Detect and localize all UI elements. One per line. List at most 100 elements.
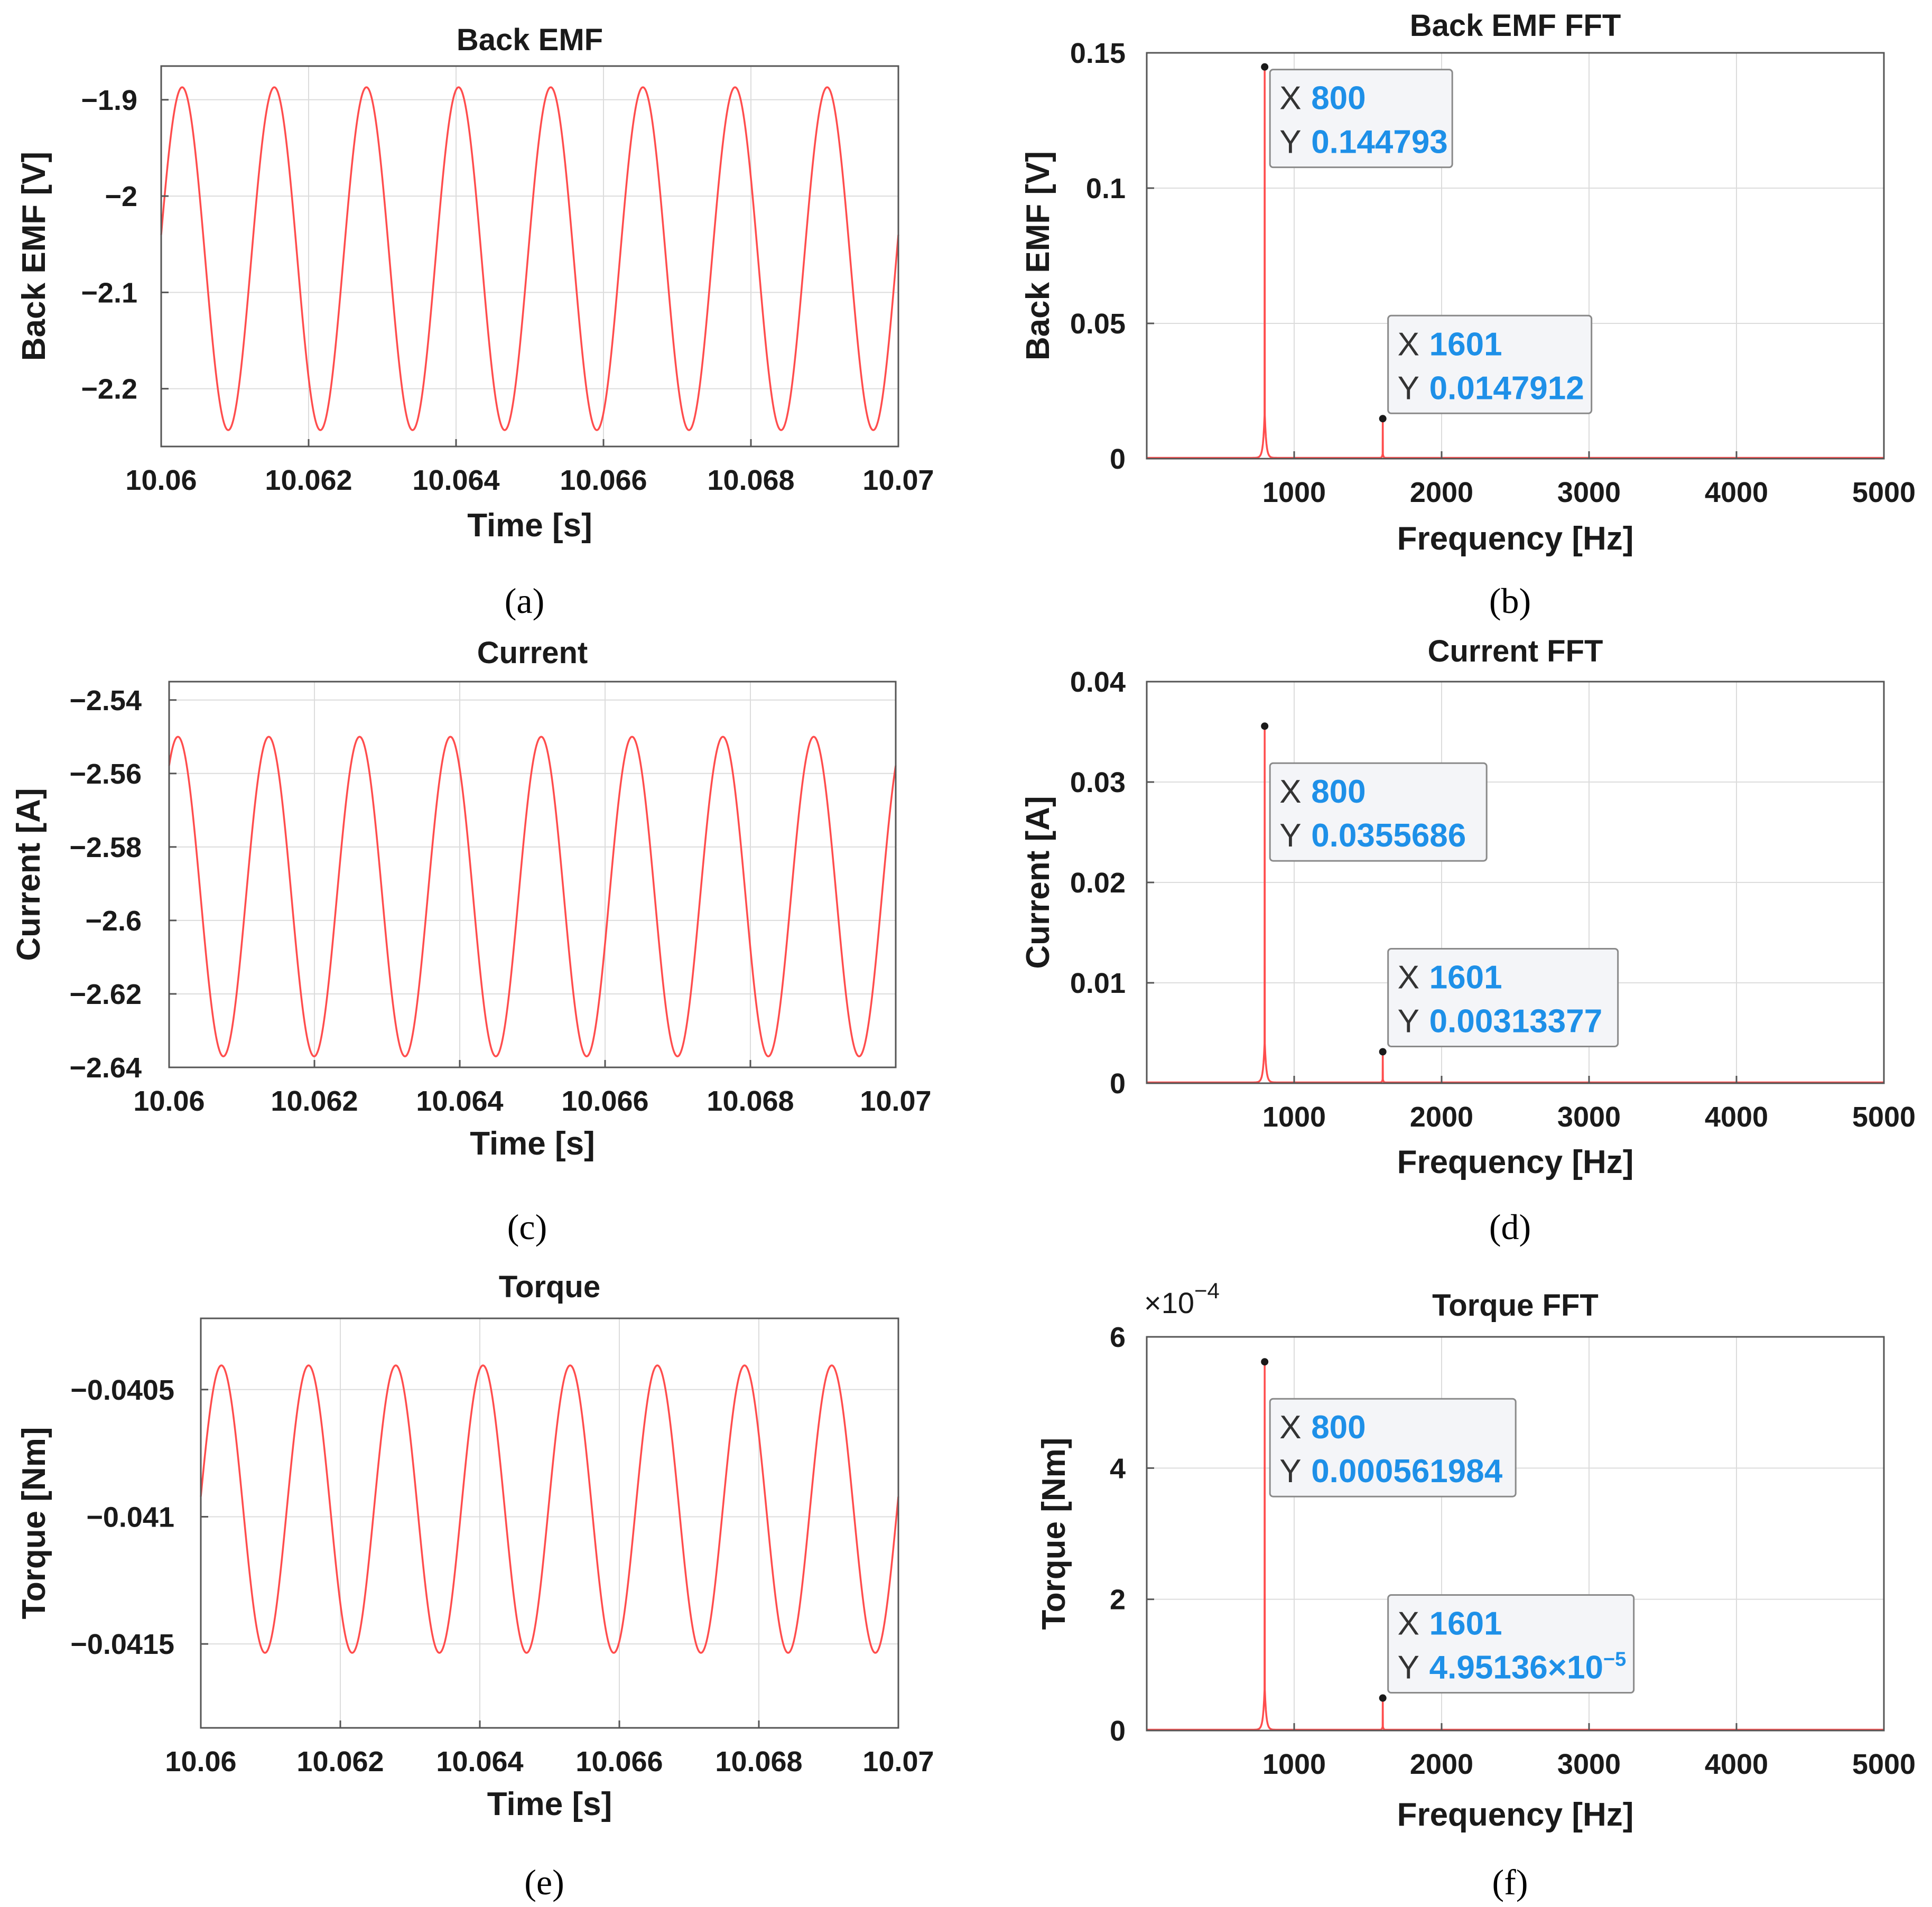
y-tick-label: 0.05 <box>1070 308 1126 340</box>
y-tick-label: −2.58 <box>69 832 142 863</box>
y-tick-label: 0.03 <box>1070 767 1126 798</box>
datatip-x-value: 1601 <box>1429 959 1502 996</box>
y-multiplier: ×10−4 <box>1144 1278 1220 1319</box>
x-axis-label: Frequency [Hz] <box>1397 520 1634 557</box>
datatip-y-label: Y <box>1398 1650 1419 1686</box>
chart-panel-f: 1000 2000 3000 4000 5000 0 2 4 6 ×10−4 Torque FFT F… <box>1036 1278 1916 1902</box>
axes-frame <box>200 1317 899 1729</box>
y-tick-label: −2.54 <box>69 685 142 717</box>
x-tick-label: 1000 <box>1262 1101 1326 1133</box>
datatip: X 1601 Y 0.0147912 <box>1387 314 1593 414</box>
chart-title: Current <box>477 636 588 670</box>
datatip-box <box>1269 69 1453 169</box>
datatip-box <box>1269 762 1488 862</box>
y-axis-label: Current [A] <box>11 788 47 961</box>
y-axis-label: Torque [Nm] <box>16 1427 52 1620</box>
chart-title: Back EMF <box>457 23 603 57</box>
x-tick-label: 2000 <box>1410 1101 1473 1133</box>
y-axis-label: Current [A] <box>1020 796 1056 969</box>
x-axis-label: Time [s] <box>470 1125 595 1162</box>
x-tick-label: 4000 <box>1705 1101 1768 1133</box>
y-tick-label: 0.02 <box>1070 867 1126 899</box>
y-tick-label: −0.0405 <box>70 1374 174 1406</box>
x-tick-label: 1000 <box>1262 1748 1326 1780</box>
panel-caption: (d) <box>1489 1207 1531 1247</box>
y-axis-label: Back EMF [V] <box>16 152 52 361</box>
x-axis-label: Time [s] <box>487 1786 612 1822</box>
panel-caption: (a) <box>505 581 544 621</box>
x-tick-label: 1000 <box>1262 477 1326 508</box>
peak-marker <box>1379 1694 1387 1702</box>
datatip: X 800 Y 0.0355686 <box>1269 762 1488 862</box>
x-tick-label: 2000 <box>1410 477 1473 508</box>
axes-frame <box>160 65 899 448</box>
datatip-y-value: 0.000561984 <box>1311 1453 1503 1490</box>
x-tick-label: 10.06 <box>165 1746 236 1778</box>
series-line <box>160 86 899 431</box>
x-tick-label: 5000 <box>1852 1748 1916 1780</box>
x-tick-label: 10.066 <box>560 464 647 496</box>
datatip-y-label: Y <box>1279 817 1301 854</box>
x-tick-label: 10.07 <box>862 1746 934 1778</box>
y-tick-label: −2.56 <box>69 758 142 790</box>
datatip: X 800 Y 0.000561984 <box>1269 1398 1517 1497</box>
datatip-box <box>1387 947 1619 1047</box>
chart-title: Back EMF FFT <box>1410 8 1621 43</box>
panel-caption: (c) <box>507 1207 547 1247</box>
panel-caption: (b) <box>1489 581 1531 621</box>
datatip-x-label: X <box>1398 959 1419 996</box>
y-tick-label: −2.2 <box>81 374 137 405</box>
x-tick-label: 10.068 <box>715 1746 802 1778</box>
series-line <box>1147 725 1884 1084</box>
y-tick-label: −1.9 <box>81 85 137 116</box>
x-tick-label: 10.062 <box>265 464 352 496</box>
x-tick-label: 2000 <box>1410 1748 1473 1780</box>
chart-panel-a: 10.06 10.062 10.064 10.066 10.068 10.07 −1.9 −2… <box>16 23 934 621</box>
series-line <box>168 736 897 1057</box>
y-tick-label: 0 <box>1110 443 1126 475</box>
peak-marker <box>1379 1048 1387 1056</box>
datatip-x-label: X <box>1398 1606 1419 1642</box>
series-line <box>1147 66 1884 459</box>
x-tick-label: 4000 <box>1705 1748 1768 1780</box>
datatip-x-label: X <box>1279 774 1301 810</box>
x-tick-label: 10.064 <box>412 464 499 496</box>
chart-panel-d: 1000 2000 3000 4000 5000 0 0.01 0.02 0.03 0.04 Cur… <box>1020 634 1916 1247</box>
y-tick-label: 0.15 <box>1070 38 1126 69</box>
datatip-y-value: 4.95136×10−5 <box>1429 1649 1627 1686</box>
axes-frame <box>1146 52 1885 460</box>
chart-title: Current FFT <box>1428 634 1603 668</box>
x-tick-label: 3000 <box>1557 477 1621 508</box>
y-tick-label: −0.041 <box>86 1501 174 1533</box>
chart-panel-e: 10.06 10.062 10.064 10.066 10.068 10.07 −0.040… <box>16 1270 934 1902</box>
y-tick-label: 0 <box>1110 1715 1126 1747</box>
datatip-box <box>1387 314 1593 414</box>
x-tick-label: 10.068 <box>707 1085 794 1117</box>
axes-frame <box>1146 1336 1885 1732</box>
datatip-y-label: Y <box>1279 124 1301 161</box>
datatip-box <box>1269 1398 1517 1497</box>
peak-marker <box>1379 415 1387 423</box>
x-tick-label: 3000 <box>1557 1101 1621 1133</box>
x-tick-label: 10.07 <box>860 1085 931 1117</box>
datatip-y-value: 0.144793 <box>1311 124 1448 161</box>
datatip-x-value: 800 <box>1311 774 1366 810</box>
x-tick-label: 10.06 <box>133 1085 205 1117</box>
y-tick-label: −0.0415 <box>70 1629 174 1660</box>
peak-marker <box>1261 722 1269 730</box>
y-tick-label: 0 <box>1110 1068 1126 1100</box>
x-axis-label: Time [s] <box>467 507 592 544</box>
y-tick-label: 0.04 <box>1070 666 1126 698</box>
x-tick-label: 10.064 <box>416 1085 503 1117</box>
y-tick-label: 4 <box>1110 1453 1126 1484</box>
x-axis-label: Frequency [Hz] <box>1397 1144 1634 1180</box>
x-tick-label: 10.062 <box>296 1746 384 1778</box>
x-tick-label: 10.06 <box>125 464 197 496</box>
y-axis-label: Back EMF [V] <box>1020 151 1056 360</box>
panel-caption: (f) <box>1492 1862 1528 1902</box>
datatip-y-value: 0.0355686 <box>1311 817 1466 854</box>
panel-caption: (e) <box>524 1862 564 1902</box>
x-tick-label: 10.066 <box>561 1085 648 1117</box>
chart-panel-c: 10.06 10.062 10.064 10.066 10.068 10.07 −2.54 −… <box>11 636 932 1247</box>
